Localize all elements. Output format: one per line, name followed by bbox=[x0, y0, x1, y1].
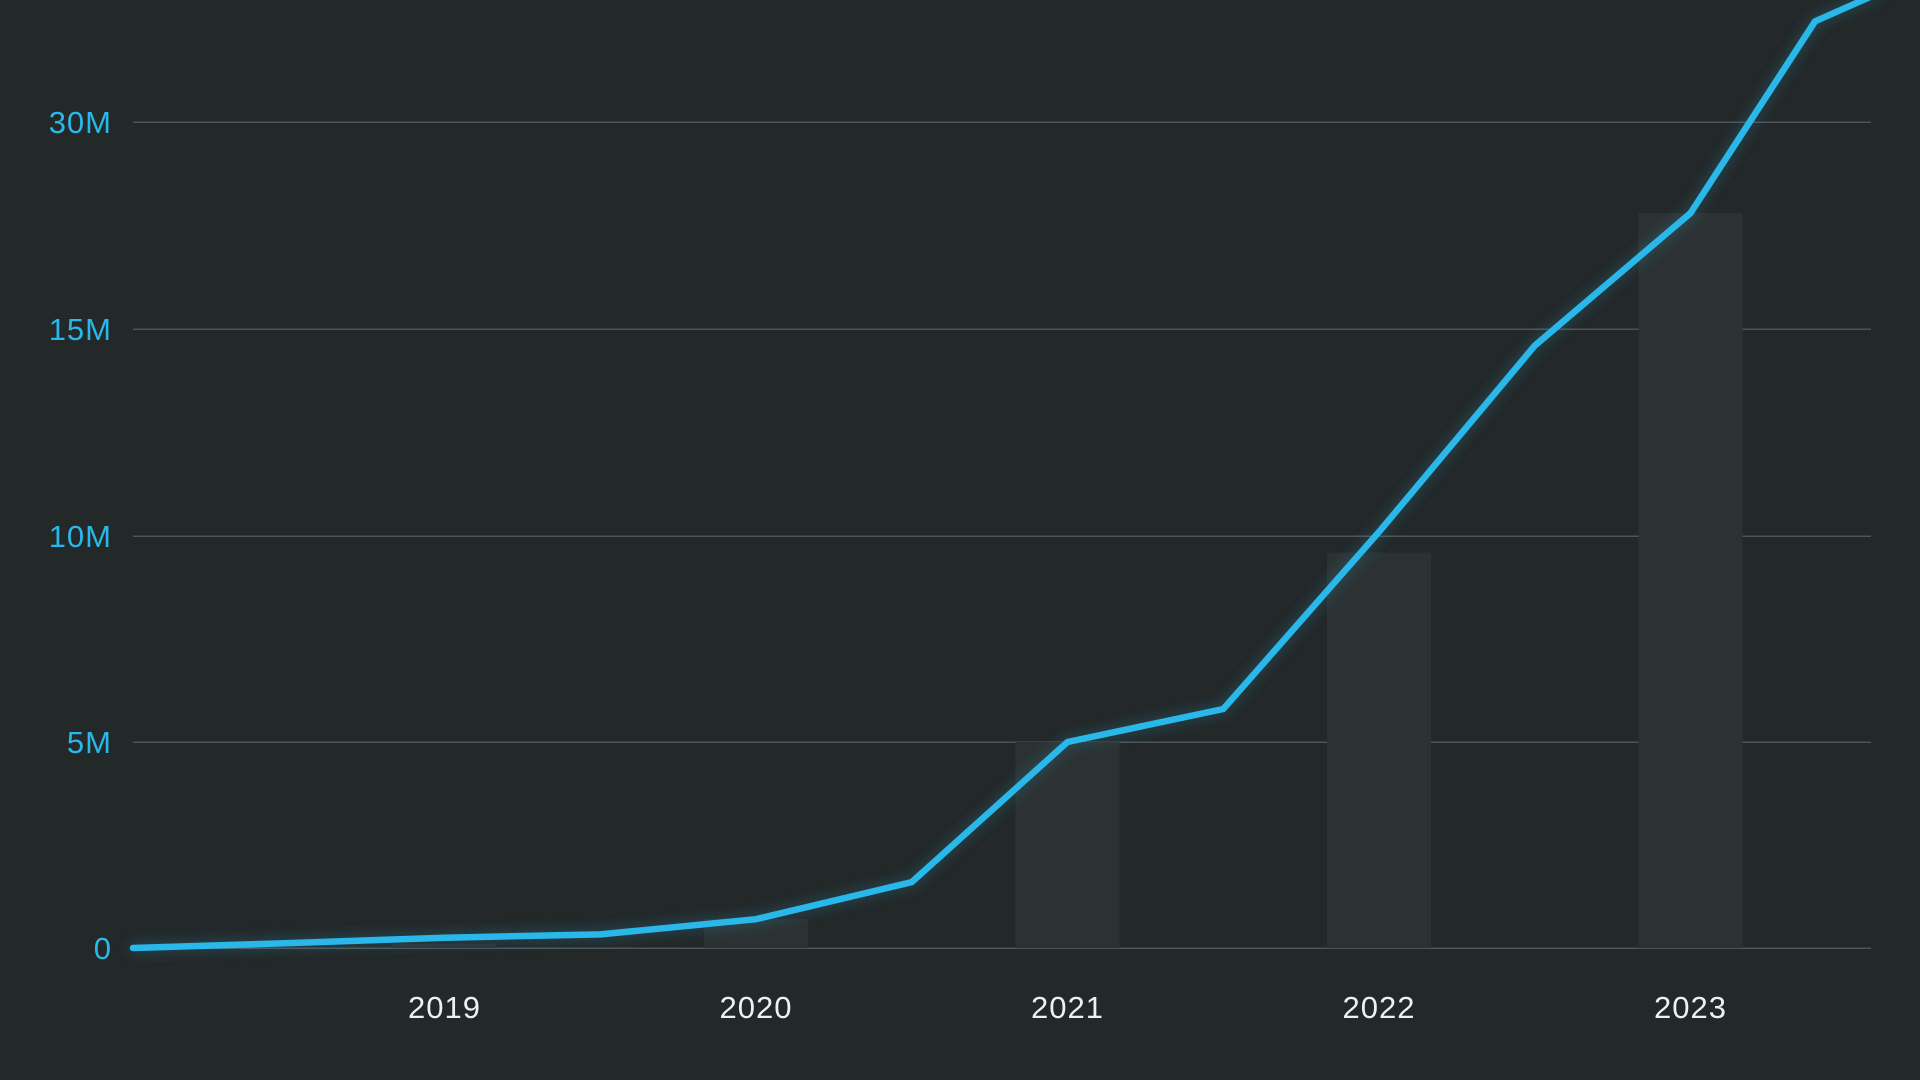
x-tick-label-2022: 2022 bbox=[1343, 990, 1416, 1025]
y-tick-label-5M: 5M bbox=[67, 725, 112, 760]
x-tick-label-2020: 2020 bbox=[720, 990, 793, 1025]
gridlines bbox=[133, 121, 1871, 949]
bar-2023 bbox=[1638, 213, 1743, 948]
bar-2019 bbox=[392, 943, 497, 948]
y-tick-label-15M: 15M bbox=[49, 312, 112, 347]
y-tick-label-30M: 30M bbox=[49, 105, 112, 140]
x-axis-tick-labels: 2019 2020 2021 2022 2023 bbox=[408, 990, 1727, 1025]
bar-2022 bbox=[1327, 552, 1431, 948]
bars bbox=[392, 213, 1743, 948]
line-series-group bbox=[129, 0, 1872, 952]
x-tick-label-2023: 2023 bbox=[1654, 990, 1727, 1025]
y-tick-label-10M: 10M bbox=[49, 519, 112, 554]
y-tick-label-0: 0 bbox=[94, 931, 112, 966]
line-series bbox=[129, 0, 1872, 952]
y-axis-tick-labels: 0 5M 10M 15M 30M bbox=[49, 105, 112, 966]
x-tick-label-2021: 2021 bbox=[1031, 990, 1104, 1025]
x-tick-label-2019: 2019 bbox=[408, 990, 481, 1025]
